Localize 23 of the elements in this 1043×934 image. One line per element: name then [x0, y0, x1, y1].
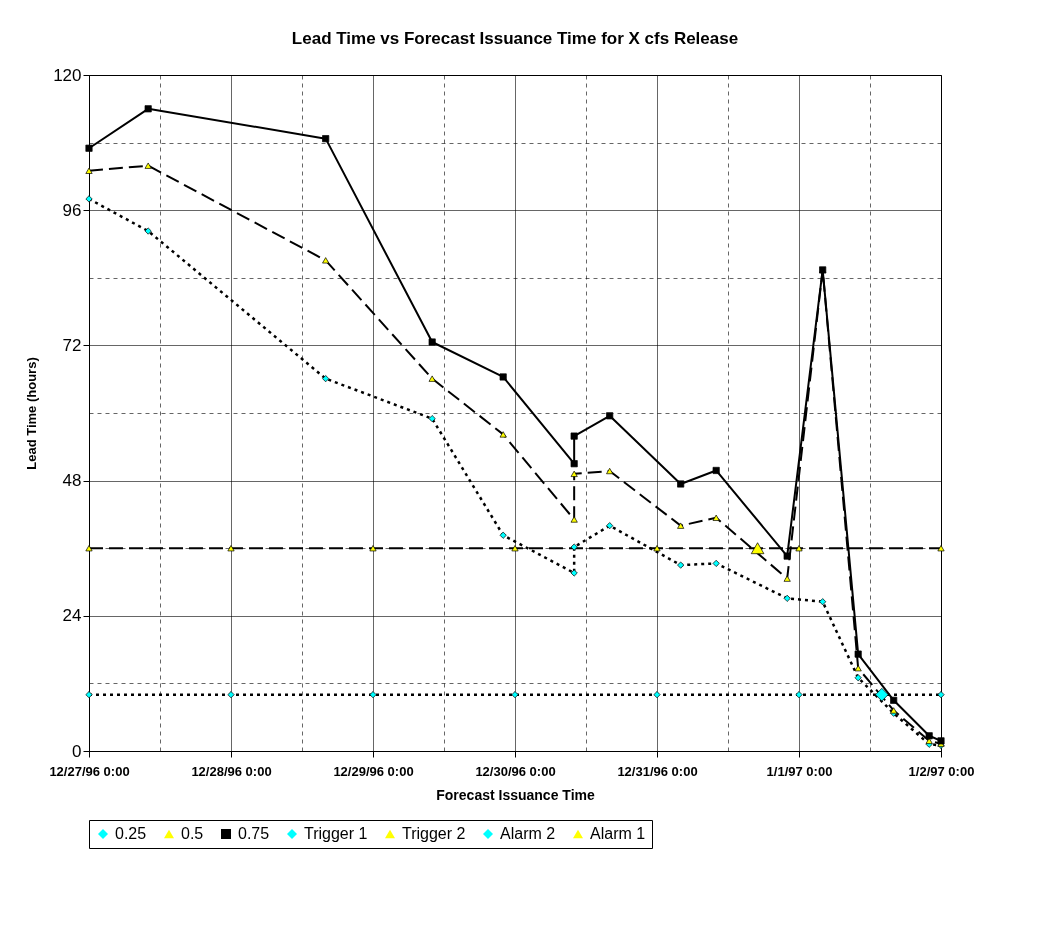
y-tick-label: 0 — [72, 741, 82, 761]
chart-title: Lead Time vs Forecast Issuance Time for X cfs Release — [291, 29, 739, 48]
x-tick-label: 1/2/97 0:00 — [908, 763, 975, 779]
legend-label: 0.5 — [181, 825, 204, 842]
y-tick-label: 72 — [62, 335, 82, 355]
y-axis-title: Lead Time (hours) — [24, 357, 40, 470]
y-tick-label: 24 — [62, 606, 82, 626]
y-tick-label: 120 — [53, 65, 82, 85]
legend-label: Alarm 2 — [500, 825, 556, 842]
x-tick-label: 1/1/97 0:00 — [766, 763, 833, 779]
legend-label: Trigger 1 — [304, 825, 368, 842]
legend-label: Trigger 2 — [402, 825, 466, 842]
legend-label: Alarm 1 — [590, 825, 646, 842]
x-tick-label: 12/28/96 0:00 — [191, 763, 272, 779]
x-tick-label: 12/27/96 0:00 — [49, 763, 130, 779]
y-tick-label: 48 — [62, 471, 82, 491]
x-tick-label: 12/31/96 0:00 — [617, 763, 698, 779]
x-axis-title: Forecast Issuance Time — [436, 786, 595, 803]
y-tick-label: 96 — [62, 200, 82, 220]
legend-label: 0.25 — [115, 825, 147, 842]
legend-label: 0.75 — [238, 825, 270, 842]
x-tick-label: 12/29/96 0:00 — [333, 763, 414, 779]
x-tick-label: 12/30/96 0:00 — [475, 763, 556, 779]
